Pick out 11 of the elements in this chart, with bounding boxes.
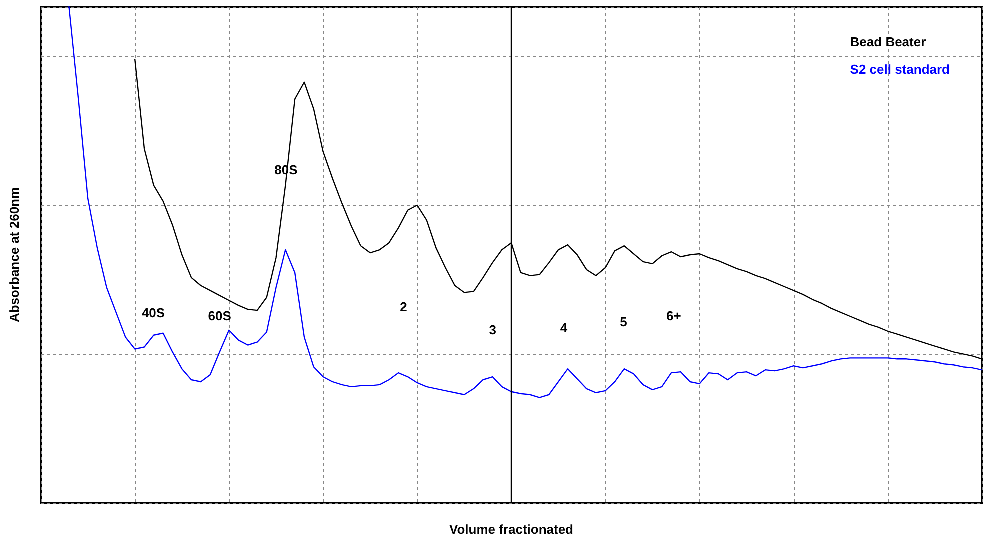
annotation: 2: [400, 300, 408, 314]
annotation: 5: [620, 314, 628, 330]
annotation: 6+: [666, 308, 682, 324]
annotation: 40S: [142, 306, 166, 320]
annotation: 4: [560, 320, 568, 336]
annotation: 3: [489, 322, 496, 338]
text: S2 cell standard: [850, 62, 950, 77]
text: Bead Beater: [850, 34, 926, 50]
annotation: 60S: [208, 308, 232, 324]
x-axis-title: Volume fractionated: [449, 522, 574, 537]
y-axis-title: Absorbance at 260nm: [7, 187, 22, 323]
